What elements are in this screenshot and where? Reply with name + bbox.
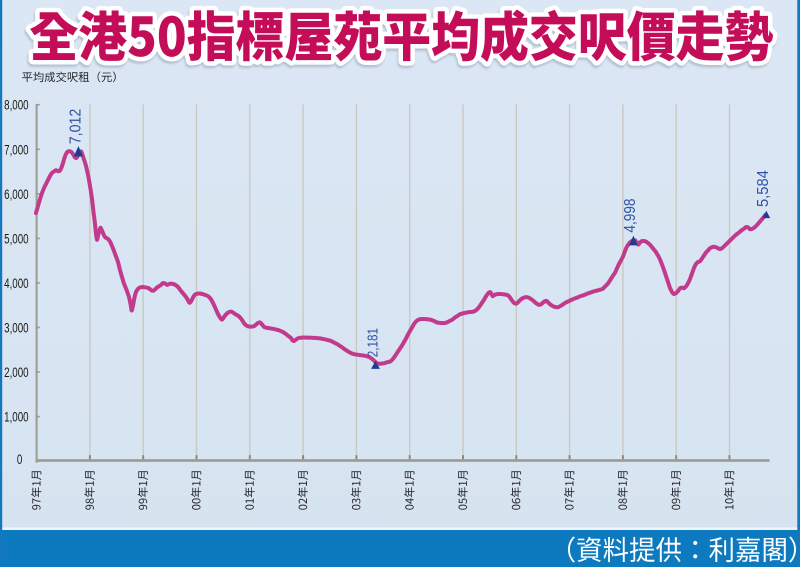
svg-text:7,012: 7,012 [68, 109, 85, 145]
svg-text:6,000: 6,000 [4, 186, 29, 202]
svg-text:5,584: 5,584 [755, 170, 772, 207]
svg-text:4,000: 4,000 [4, 275, 29, 291]
svg-text:8,000: 8,000 [4, 97, 29, 113]
svg-text:1,000: 1,000 [4, 409, 29, 425]
svg-text:5,000: 5,000 [4, 231, 29, 247]
svg-text:3,000: 3,000 [4, 320, 29, 336]
svg-text:7,000: 7,000 [4, 142, 29, 158]
svg-text:0: 0 [17, 452, 23, 468]
svg-text:2,000: 2,000 [4, 364, 29, 380]
svg-text:2,181: 2,181 [364, 328, 381, 357]
svg-text:4,998: 4,998 [622, 199, 639, 233]
